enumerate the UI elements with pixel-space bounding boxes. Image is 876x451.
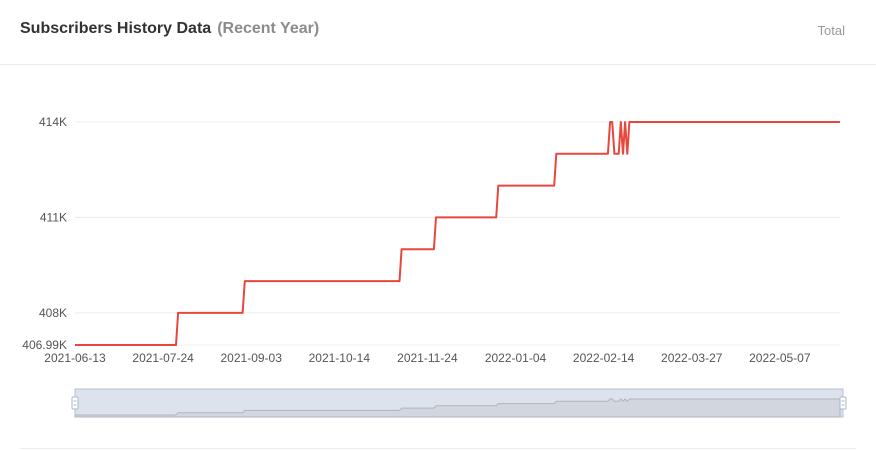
footer-divider <box>20 448 856 449</box>
y-axis-labels: 406.99K 408K 411K 414K <box>22 115 67 352</box>
x-tick-label: 2022-02-14 <box>573 351 635 365</box>
grid-lines <box>75 121 840 346</box>
x-tick-label: 2021-09-03 <box>221 351 283 365</box>
chart-subtitle: (Recent Year) <box>217 20 320 37</box>
y-tick-label: 414K <box>39 115 67 129</box>
x-tick-label: 2021-10-14 <box>309 351 371 365</box>
x-tick-label: 2022-05-07 <box>749 351 811 365</box>
zoom-handle-left[interactable] <box>71 396 79 410</box>
total-toggle[interactable]: Total <box>817 23 845 38</box>
card-header: Subscribers History Data (Recent Year) To… <box>0 0 876 65</box>
x-tick-label: 2022-03-27 <box>661 351 723 365</box>
y-tick-label: 411K <box>40 210 67 224</box>
x-tick-label: 2021-06-13 <box>44 351 106 365</box>
x-tick-label: 2021-07-24 <box>132 351 194 365</box>
chart-title: Subscribers History Data (Recent Year) <box>20 20 319 38</box>
zoom-preview-area <box>74 398 841 418</box>
x-axis-labels: 2021-06-13 2021-07-24 2021-09-03 2021-10-14… <box>44 351 811 365</box>
zoom-handle-right[interactable] <box>839 396 847 410</box>
x-tick-label: 2022-01-04 <box>485 351 547 365</box>
series-line <box>75 121 840 346</box>
data-zoom-slider[interactable] <box>71 388 847 418</box>
chart-title-text: Subscribers History Data <box>20 20 212 37</box>
y-tick-label: 406.99K <box>22 338 67 352</box>
x-tick-label: 2021-11-24 <box>397 351 458 365</box>
series-layer <box>75 121 840 346</box>
y-tick-label: 408K <box>39 306 67 320</box>
